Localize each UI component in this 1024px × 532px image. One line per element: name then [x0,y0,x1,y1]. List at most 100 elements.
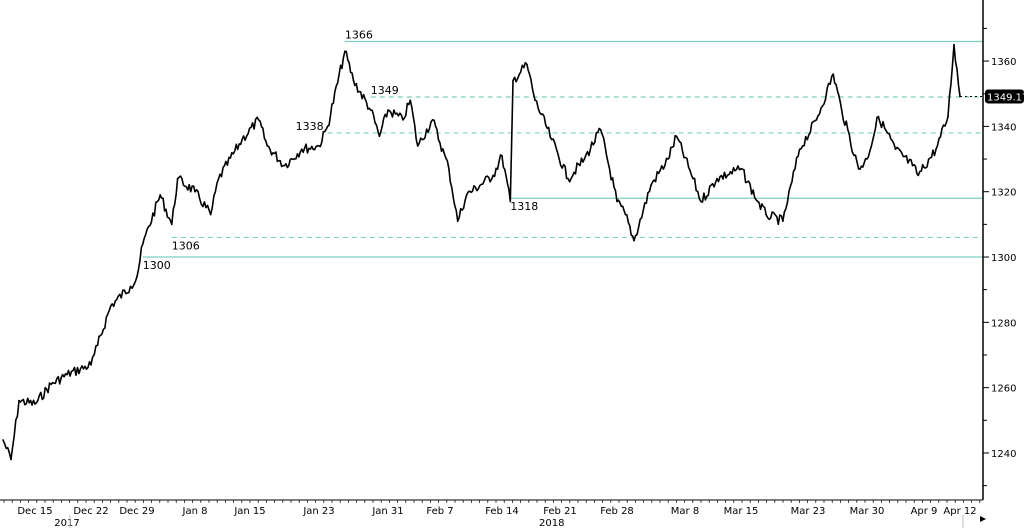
price-point [209,213,212,216]
price-point [675,135,678,137]
price-point [344,50,346,53]
y-tick-label: 1300 [991,253,1016,264]
price-point [326,125,329,128]
x-tick-label: Jan 23 [302,506,334,517]
price-point [616,200,618,203]
x-tick-label: Feb 28 [600,506,634,517]
level-label-1318: 1318 [510,200,538,213]
price-point [300,148,303,151]
price-point [599,128,602,131]
x-tick-label: Jan 31 [371,506,403,517]
y-tick-label: 1320 [991,188,1016,199]
price-point [501,154,503,157]
price-point [136,275,138,278]
price-point [894,148,897,151]
price-point [911,164,914,167]
price-point [857,168,860,170]
x-tick-label: Feb 21 [543,506,577,517]
x-tick-label: Feb 14 [485,506,519,517]
price-point [512,79,514,82]
price-point [877,115,880,118]
x-tick-label: Apr 12 [943,506,976,517]
y-tick-label: 1280 [991,318,1016,329]
level-label-1366: 1366 [345,28,373,41]
level-label-1300: 1300 [143,259,171,272]
price-point [917,174,920,177]
price-point [700,200,702,203]
price-point [866,158,868,160]
last-value-label: 1349.17 [987,92,1024,103]
price-point [318,145,320,147]
level-label-1349: 1349 [371,84,399,97]
price-point [534,99,536,102]
price-point [257,119,260,121]
price-point [2,439,4,441]
price-point [194,190,196,193]
price-point [241,138,243,141]
price-point [740,168,742,170]
x-tick-label: Apr 9 [911,506,938,517]
price-line [2,43,961,461]
price-point [509,200,512,203]
price-point [159,194,161,196]
price-series [2,43,983,461]
x-tick-label: Dec 15 [17,506,52,517]
price-point [716,177,718,180]
price-point [624,213,627,216]
price-point [378,135,381,137]
price-point [456,220,459,222]
price-point [935,148,937,151]
price-point [18,399,20,402]
price-point [782,220,784,222]
price-point [90,363,92,366]
price-point [176,177,179,180]
price-point [431,119,434,121]
y-tick-label: 1360 [991,57,1016,68]
scroll-arrow-icon[interactable] [980,516,986,522]
price-point [526,63,528,66]
year-label: 2017 [54,518,79,528]
price-point [409,99,412,102]
y-axis-ticks: 1240 1260 1280 1300 1320 1340 1360 [983,27,1016,487]
price-point [402,119,404,121]
price-point [567,177,569,180]
price-point [633,239,635,242]
price-point [387,109,389,111]
x-tick-label: Dec 22 [73,506,108,517]
price-point [34,403,36,405]
y-tick-label: 1260 [991,384,1016,395]
price-point [109,305,112,307]
price-point [142,243,144,245]
last-value-badge: 1349.17 [985,89,1024,104]
price-point [96,344,99,346]
x-tick-label: Mar 30 [850,506,885,517]
year-label: 2018 [539,518,564,528]
price-point [765,213,767,216]
price-point [815,119,818,121]
x-tick-label: Mar 23 [791,506,826,517]
price-point [550,138,553,141]
price-point [66,373,68,376]
price-point [283,164,286,167]
price-point [416,145,419,147]
price-point [756,200,759,203]
price-point [667,158,669,160]
price-point [650,184,652,186]
x-tick-label: Mar 8 [671,506,699,517]
price-point [798,148,801,151]
price-point [947,115,949,118]
x-tick-label: Dec 29 [119,506,154,517]
price-point [953,43,955,46]
y-tick-label: 1240 [991,449,1016,460]
price-point [465,194,468,196]
y-tick-label: 1340 [991,122,1016,133]
level-label-1306: 1306 [172,239,200,252]
price-point [832,73,835,75]
price-point [129,285,132,288]
price-point [492,174,494,177]
x-tick-label: Jan 15 [233,506,265,517]
x-tick-label: Jan 8 [182,506,208,517]
price-point [171,223,173,226]
